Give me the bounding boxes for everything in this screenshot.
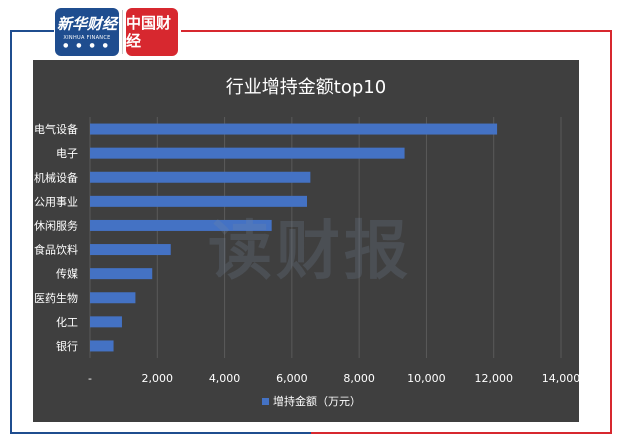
category-label: 机械设备 [34,170,78,184]
bar [90,292,136,304]
frame-top-left-line [10,30,54,32]
x-tick-label: 4,000 [209,372,241,385]
zhongguo-caijing-logo: 中国财经 [126,8,178,56]
chart-title: 行业增持金额top10 [226,77,386,98]
frame-bottom-right-line [311,432,612,434]
category-label: 电气设备 [34,122,78,136]
legend-label: 增持金额（万元） [273,394,361,408]
bar [90,268,153,280]
bar [90,316,122,328]
chart-panel: 行业增持金额top10 - 2,000 4,000 6,000 8,000 10,000 12… [33,60,579,422]
legend-swatch [262,398,269,405]
bar [90,219,272,231]
category-label: 食品饮料 [34,243,78,257]
x-tick-label: 14,000 [542,372,579,385]
logo-divider [122,10,123,54]
bar [90,171,311,183]
x-tick-label: - [88,372,92,385]
zhongguo-logo-brand: 中国财经 [126,14,172,50]
watermark-text: 读财报 [208,215,412,289]
bar [90,147,405,159]
xinhua-logo-sub: XINHUA FINANCE [63,35,111,41]
category-label: 医药生物 [34,291,78,305]
bar [90,195,307,207]
x-tick-label: 6,000 [276,372,308,385]
category-label: 公用事业 [34,195,78,208]
frame-left-line [10,30,12,434]
frame-right-line [610,30,612,434]
x-tick-label: 10,000 [407,372,446,385]
bar [90,123,498,135]
category-label: 银行 [56,339,78,353]
x-tick-label: 12,000 [474,372,513,385]
frame-bottom-left-line [10,432,311,434]
bar [90,340,114,352]
category-label: 传媒 [56,268,78,281]
category-label: 化工 [56,315,78,329]
x-tick-label: 2,000 [142,372,174,385]
bar [90,244,171,256]
frame-top-right-line [181,30,612,32]
category-label: 休闲服务 [34,218,78,232]
x-tick-label: 8,000 [343,372,375,385]
xinhua-logo-brand: 新华财经 [56,15,117,33]
category-label: 电子 [56,147,78,160]
xinhua-finance-logo: 新华财经 XINHUA FINANCE ● ● ● ● [55,8,119,56]
xinhua-logo-dots-icon: ● ● ● ● [63,42,111,49]
bar-chart: 行业增持金额top10 - 2,000 4,000 6,000 8,000 10,000 12… [34,77,579,408]
